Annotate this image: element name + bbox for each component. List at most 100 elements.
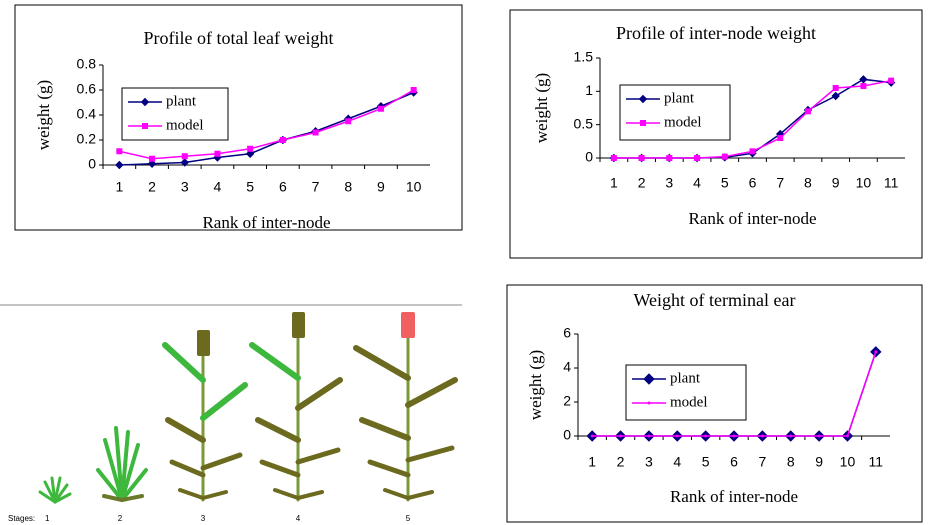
x-tick-label: 4 (693, 175, 701, 191)
marker (777, 135, 783, 141)
marker (313, 130, 319, 136)
y-tick-label: 0 (88, 156, 96, 172)
y-tick-label: 0.2 (77, 131, 97, 147)
x-tick-label: 11 (869, 454, 884, 470)
y-tick-label: 0.4 (77, 106, 97, 122)
marker (722, 154, 728, 160)
plant-stage-2 (98, 428, 146, 500)
x-tick-label: 3 (181, 179, 189, 195)
stage-number: 5 (406, 514, 411, 523)
y-tick-label: 0 (563, 427, 571, 443)
marker (832, 93, 839, 100)
legend-marker (648, 402, 651, 405)
stages-label: Stages: (8, 514, 35, 523)
y-tick-label: 0 (585, 149, 593, 165)
x-tick-label: 9 (815, 454, 823, 470)
marker (345, 118, 351, 124)
stage-number: 2 (118, 514, 123, 523)
x-axis-title: Rank of inter-node (688, 209, 816, 228)
marker (666, 155, 672, 161)
legend-label: plant (670, 370, 701, 386)
marker (818, 435, 821, 438)
x-tick-label: 4 (214, 179, 222, 195)
x-tick-label: 9 (832, 175, 840, 191)
y-axis-title: weight (g) (34, 80, 53, 150)
marker (411, 87, 417, 93)
marker (619, 435, 622, 438)
legend-label: model (166, 117, 204, 133)
marker (704, 435, 707, 438)
x-tick-label: 3 (665, 175, 673, 191)
x-tick-label: 10 (406, 179, 422, 195)
y-tick-label: 1.5 (574, 49, 594, 65)
x-tick-label: 6 (730, 454, 738, 470)
legend-marker (142, 123, 148, 129)
marker (805, 108, 811, 114)
x-tick-label: 5 (721, 175, 729, 191)
marker (733, 435, 736, 438)
marker (846, 435, 849, 438)
stage-number: 1 (45, 514, 50, 523)
x-tick-label: 5 (702, 454, 710, 470)
legend-label: model (670, 394, 708, 410)
y-tick-label: 0.5 (574, 115, 594, 131)
marker (591, 435, 594, 438)
marker (789, 435, 792, 438)
marker (116, 162, 123, 169)
marker (214, 151, 220, 157)
x-tick-label: 1 (588, 454, 596, 470)
marker (694, 155, 700, 161)
y-tick-label: 6 (563, 325, 571, 341)
x-tick-label: 8 (787, 454, 795, 470)
marker (378, 106, 384, 112)
x-axis-title: Rank of inter-node (670, 487, 798, 506)
y-tick-label: 0.6 (77, 81, 97, 97)
stage-number: 4 (296, 514, 301, 523)
marker (639, 155, 645, 161)
chart-title: Weight of terminal ear (634, 290, 796, 310)
marker (860, 83, 866, 89)
x-tick-label: 2 (638, 175, 646, 191)
legend-marker (640, 120, 646, 126)
x-tick-label: 7 (758, 454, 766, 470)
marker (116, 148, 122, 154)
plant-stage-3 (165, 330, 245, 500)
x-tick-label: 3 (645, 454, 653, 470)
x-tick-label: 11 (884, 175, 899, 191)
marker (647, 435, 650, 438)
legend-label: plant (166, 93, 197, 109)
stage-number: 3 (201, 514, 206, 523)
marker (676, 435, 679, 438)
x-axis-title: Rank of inter-node (202, 213, 330, 232)
legend-label: model (664, 114, 702, 130)
x-tick-label: 6 (279, 179, 287, 195)
x-tick-label: 7 (776, 175, 784, 191)
plant-stage-1 (40, 478, 70, 502)
chart-title: Profile of inter-node weight (616, 23, 816, 43)
x-tick-label: 4 (673, 454, 681, 470)
y-axis-title: weight (g) (532, 73, 551, 143)
marker (611, 155, 617, 161)
x-tick-label: 7 (312, 179, 320, 195)
marker (860, 76, 867, 83)
y-tick-label: 0.8 (77, 56, 97, 72)
x-tick-label: 1 (115, 179, 123, 195)
x-tick-label: 2 (617, 454, 625, 470)
x-tick-label: 1 (610, 175, 618, 191)
legend-label: plant (664, 90, 695, 106)
x-tick-label: 5 (246, 179, 254, 195)
x-tick-label: 2 (148, 179, 156, 195)
marker (874, 350, 877, 353)
plant-illustration (40, 312, 455, 502)
x-tick-label: 8 (804, 175, 812, 191)
marker (761, 435, 764, 438)
plant-stage-4 (252, 312, 340, 500)
marker (247, 146, 253, 152)
plant-stage-5 (356, 312, 455, 500)
y-tick-label: 2 (563, 393, 571, 409)
chart-title: Profile of total leaf weight (144, 28, 334, 48)
x-tick-label: 10 (840, 454, 856, 470)
marker (750, 148, 756, 154)
marker (833, 85, 839, 91)
marker (888, 78, 894, 84)
